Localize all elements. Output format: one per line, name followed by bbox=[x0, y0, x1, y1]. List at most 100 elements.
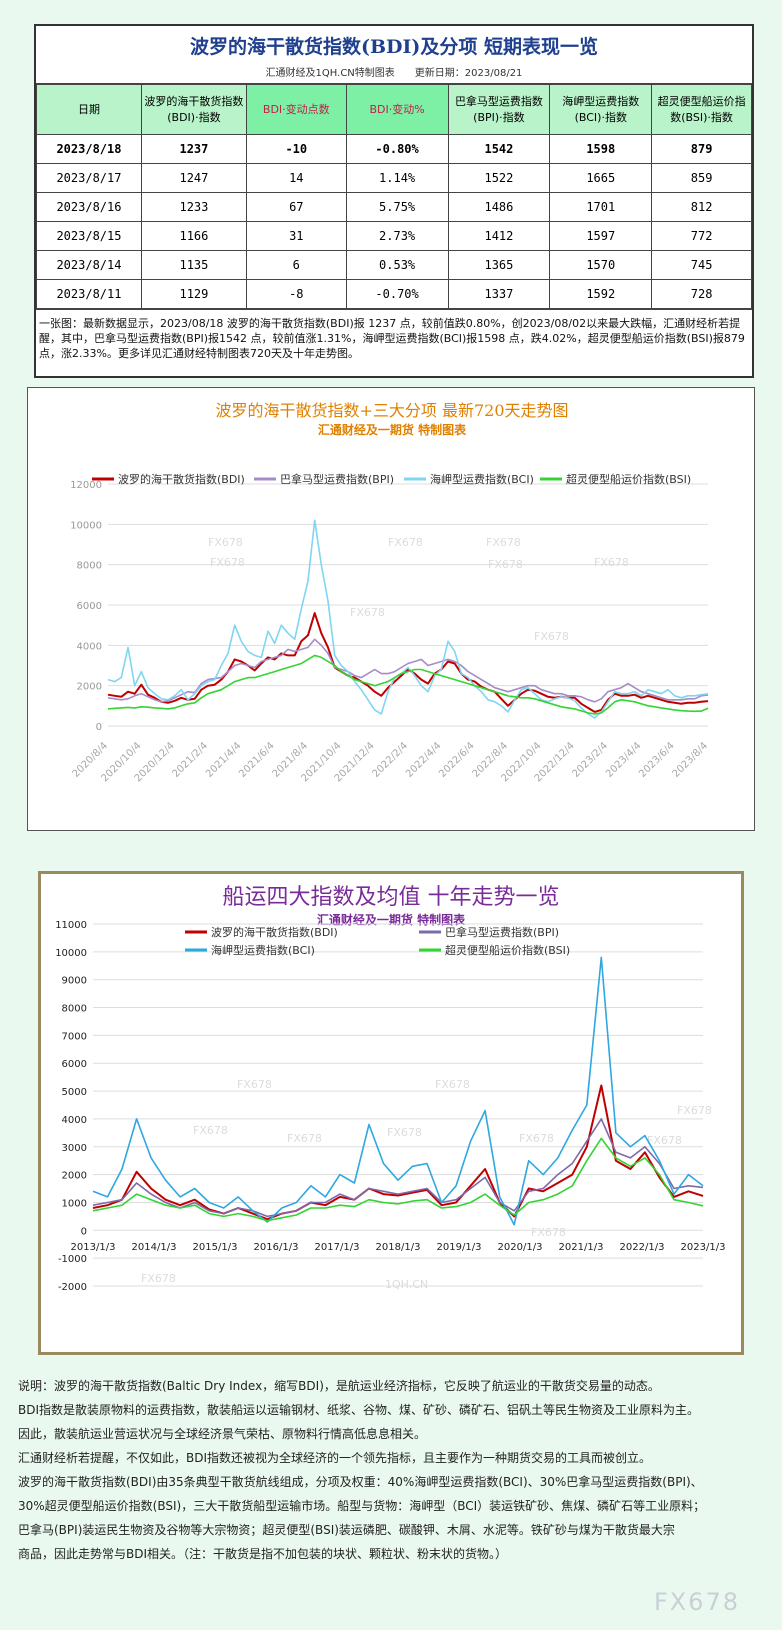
table-cell: 6 bbox=[245, 250, 347, 280]
x-tick-label: 2021/6/4 bbox=[237, 740, 277, 780]
y-tick-label: 1000 bbox=[62, 1198, 87, 1209]
table-cell: 31 bbox=[245, 221, 347, 251]
table-cell: -8 bbox=[245, 279, 347, 309]
x-tick-label: 2022/4/4 bbox=[404, 740, 444, 780]
y-tick-label: 2000 bbox=[77, 682, 102, 693]
table-cell: 859 bbox=[651, 163, 752, 193]
table-cell: 1129 bbox=[140, 279, 247, 309]
x-tick-label: 2023/1/3 bbox=[681, 1242, 726, 1253]
chart-ten-year-panel: 船运四大指数及均值 十年走势一览 汇通财经及一期货 特制图表 -2000 -1000 0… bbox=[38, 871, 744, 1355]
x-tick-label: 2016/1/3 bbox=[254, 1242, 299, 1253]
table-cell: 1486 bbox=[447, 192, 551, 222]
legend-label: 超灵便型船运价指数(BSI) bbox=[566, 472, 691, 486]
y-tick-label: 4000 bbox=[77, 641, 102, 652]
table-cell: 1592 bbox=[549, 279, 653, 309]
fx678-logo: FX678 bbox=[653, 1588, 740, 1616]
summary-panel: 波罗的海干散货指数(BDI)及分项 短期表现一览 汇通财经及1QH.CN特制图表… bbox=[34, 24, 754, 378]
watermark: FX678 bbox=[594, 556, 629, 569]
table-cell: 772 bbox=[651, 221, 752, 251]
chart-720-day-panel: 波罗的海干散货指数+三大分项 最新720天走势图汇通财经及一期货 特制图表 0 20… bbox=[27, 387, 755, 831]
header-bpi: 巴拿马型运费指数(BPI)·指数 bbox=[447, 84, 551, 135]
table-cell: 1701 bbox=[549, 192, 653, 222]
table-cell: 879 bbox=[651, 134, 752, 164]
description-line: 说明：波罗的海干散货指数(Baltic Dry Index，缩写BDI)，是航运… bbox=[18, 1379, 660, 1393]
watermark: FX678 bbox=[287, 1132, 322, 1145]
header-bdi: 波罗的海干散货指数(BDI)·指数 bbox=[140, 84, 247, 135]
watermark: FX678 bbox=[237, 1078, 272, 1091]
description-line: 商品，因此走势常与BDI相关。（注：干散货是指不加包装的块状、颗粒状、粉末状的货… bbox=[18, 1547, 508, 1561]
watermark: FX678 bbox=[208, 536, 243, 549]
y-tick-label: 10000 bbox=[70, 520, 102, 531]
table-cell: 1337 bbox=[447, 279, 551, 309]
y-tick-label: -1000 bbox=[58, 1254, 87, 1265]
table-cell: 2023/8/14 bbox=[36, 250, 142, 280]
header-bsi: 超灵便型船运价指数(BSI)·指数 bbox=[651, 84, 752, 135]
watermark: FX678 bbox=[488, 558, 523, 571]
y-tick-label: 0 bbox=[81, 1226, 87, 1237]
table-cell: -0.80% bbox=[345, 134, 449, 164]
description-block: 说明：波罗的海干散货指数(Baltic Dry Index，缩写BDI)，是航运… bbox=[18, 1374, 770, 1566]
watermark: FX678 bbox=[388, 536, 423, 549]
x-tick-label: 2023/6/4 bbox=[637, 740, 677, 780]
watermark: 1QH.CN bbox=[385, 1278, 428, 1291]
legend-label: 海岬型运费指数(BCI) bbox=[211, 943, 315, 957]
table-cell: -10 bbox=[245, 134, 347, 164]
legend-label: 波罗的海干散货指数(BDI) bbox=[211, 925, 338, 939]
table-cell: 1.14% bbox=[345, 163, 449, 193]
table-cell: 745 bbox=[651, 250, 752, 280]
x-tick-label: 2023/8/4 bbox=[671, 740, 711, 780]
x-tick-label: 2023/4/4 bbox=[604, 740, 644, 780]
watermark: FX678 bbox=[486, 536, 521, 549]
x-tick-label: 2022/1/3 bbox=[620, 1242, 665, 1253]
y-tick-label: 6000 bbox=[62, 1059, 87, 1070]
header-bci: 海岬型运费指数(BCI)·指数 bbox=[549, 84, 653, 135]
summary-title: 波罗的海干散货指数(BDI)及分项 短期表现一览 bbox=[189, 35, 599, 58]
series-line bbox=[107, 612, 709, 713]
chart-title: 船运四大指数及均值 十年走势一览 bbox=[223, 885, 560, 910]
chart-title: 波罗的海干散货指数+三大分项 最新720天走势图 bbox=[215, 401, 568, 420]
description-line: 汇通财经析若提醒，不仅如此，BDI指数还被视为全球经济的一个领先指标，且主要作为… bbox=[18, 1451, 652, 1465]
y-tick-label: 12000 bbox=[70, 480, 102, 491]
description-line: 30%超灵便型船运价指数(BSI)，三大干散货船型运输市场。船型与货物：海岬型（… bbox=[18, 1499, 706, 1513]
watermark: FX678 bbox=[435, 1078, 470, 1091]
table-cell: 1166 bbox=[140, 221, 247, 251]
description-line: 波罗的海干散货指数(BDI)由35条典型干散货航线组成，分项及权重：40%海岬型… bbox=[18, 1475, 703, 1489]
watermark: FX678 bbox=[350, 606, 385, 619]
x-tick-label: 2021/2/4 bbox=[171, 740, 211, 780]
summary-subtitle: 汇通财经及1QH.CN特制图表 更新日期：2023/08/21 bbox=[36, 64, 752, 84]
legend-label: 超灵便型船运价指数(BSI) bbox=[445, 943, 570, 957]
x-tick-label: 2017/1/3 bbox=[315, 1242, 360, 1253]
summary-note: 一张图：最新数据显示，2023/08/18 波罗的海干散货指数(BDI)报 12… bbox=[36, 309, 752, 361]
table-cell: 1365 bbox=[447, 250, 551, 280]
legend-label: 巴拿马型运费指数(BPI) bbox=[280, 472, 394, 486]
table-cell: 2023/8/16 bbox=[36, 192, 142, 222]
table-cell: 0.53% bbox=[345, 250, 449, 280]
table-row: 2023/8/17 1247 14 1.14% 1522 1665 859 bbox=[36, 163, 752, 193]
series-line bbox=[107, 638, 709, 703]
table-cell: 2.73% bbox=[345, 221, 449, 251]
x-tick-label: 2021/1/3 bbox=[559, 1242, 604, 1253]
header-bdi-pct: BDI·变动% bbox=[345, 84, 449, 135]
y-tick-label: 6000 bbox=[77, 601, 102, 612]
series-line bbox=[92, 1137, 704, 1222]
watermark: FX678 bbox=[193, 1124, 228, 1137]
table-cell: 1522 bbox=[447, 163, 551, 193]
watermark: FX678 bbox=[647, 1134, 682, 1147]
table-cell: 1542 bbox=[447, 134, 551, 164]
y-tick-label: 8000 bbox=[77, 561, 102, 572]
table-row: 2023/8/15 1166 31 2.73% 1412 1597 772 bbox=[36, 221, 752, 251]
table-row: 2023/8/11 1129 -8 -0.70% 1337 1592 728 bbox=[36, 279, 752, 309]
y-tick-label: 7000 bbox=[62, 1031, 87, 1042]
table-cell: 2023/8/18 bbox=[36, 134, 142, 164]
y-tick-label: 9000 bbox=[62, 976, 87, 987]
x-tick-label: 2020/1/3 bbox=[498, 1242, 543, 1253]
table-cell: 1237 bbox=[140, 134, 247, 164]
bdi-table: 日期 波罗的海干散货指数(BDI)·指数 BDI·变动点数 BDI·变动% 巴拿… bbox=[36, 84, 752, 309]
watermark: FX678 bbox=[210, 556, 245, 569]
y-tick-label: 0 bbox=[96, 722, 102, 733]
chart-subtitle: 汇通财经及一期货 特制图表 bbox=[318, 422, 467, 437]
table-cell: 1597 bbox=[549, 221, 653, 251]
y-tick-label: 4000 bbox=[62, 1115, 87, 1126]
